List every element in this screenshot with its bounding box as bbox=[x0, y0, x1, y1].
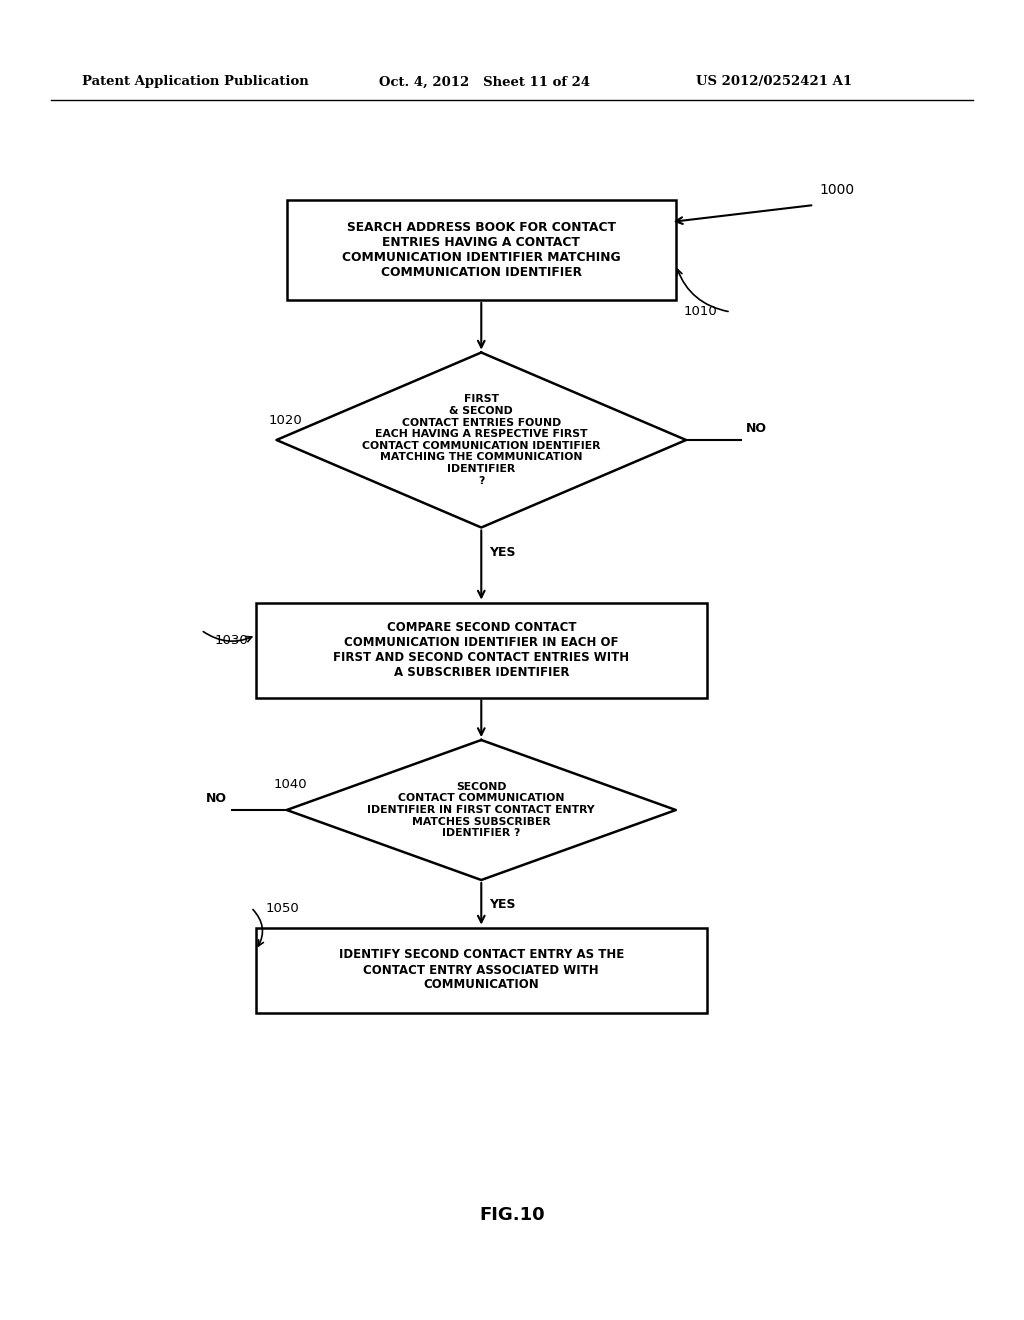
Text: 1020: 1020 bbox=[268, 413, 302, 426]
Text: 1040: 1040 bbox=[273, 779, 307, 792]
Text: 1050: 1050 bbox=[266, 902, 300, 915]
Text: YES: YES bbox=[489, 898, 516, 911]
Text: FIRST
& SECOND
CONTACT ENTRIES FOUND
EACH HAVING A RESPECTIVE FIRST
CONTACT COMM: FIRST & SECOND CONTACT ENTRIES FOUND EAC… bbox=[362, 395, 600, 486]
Text: IDENTIFY SECOND CONTACT ENTRY AS THE
CONTACT ENTRY ASSOCIATED WITH
COMMUNICATION: IDENTIFY SECOND CONTACT ENTRY AS THE CON… bbox=[339, 949, 624, 991]
Text: Patent Application Publication: Patent Application Publication bbox=[82, 75, 308, 88]
Text: 1030: 1030 bbox=[214, 634, 248, 647]
Text: SECOND
CONTACT COMMUNICATION
IDENTIFIER IN FIRST CONTACT ENTRY
MATCHES SUBSCRIBE: SECOND CONTACT COMMUNICATION IDENTIFIER … bbox=[368, 781, 595, 838]
Bar bbox=[256, 602, 707, 697]
Text: NO: NO bbox=[746, 422, 767, 436]
Text: YES: YES bbox=[489, 545, 516, 558]
Text: FIG.10: FIG.10 bbox=[479, 1206, 545, 1224]
Text: Oct. 4, 2012   Sheet 11 of 24: Oct. 4, 2012 Sheet 11 of 24 bbox=[379, 75, 590, 88]
Text: US 2012/0252421 A1: US 2012/0252421 A1 bbox=[696, 75, 852, 88]
Bar bbox=[256, 928, 707, 1012]
Text: COMPARE SECOND CONTACT
COMMUNICATION IDENTIFIER IN EACH OF
FIRST AND SECOND CONT: COMPARE SECOND CONTACT COMMUNICATION IDE… bbox=[333, 620, 630, 678]
Polygon shape bbox=[287, 741, 676, 880]
Text: NO: NO bbox=[206, 792, 226, 805]
Text: 1000: 1000 bbox=[819, 183, 854, 197]
Text: SEARCH ADDRESS BOOK FOR CONTACT
ENTRIES HAVING A CONTACT
COMMUNICATION IDENTIFIE: SEARCH ADDRESS BOOK FOR CONTACT ENTRIES … bbox=[342, 220, 621, 279]
Polygon shape bbox=[276, 352, 686, 528]
Bar bbox=[287, 201, 676, 300]
Text: 1010: 1010 bbox=[684, 305, 718, 318]
